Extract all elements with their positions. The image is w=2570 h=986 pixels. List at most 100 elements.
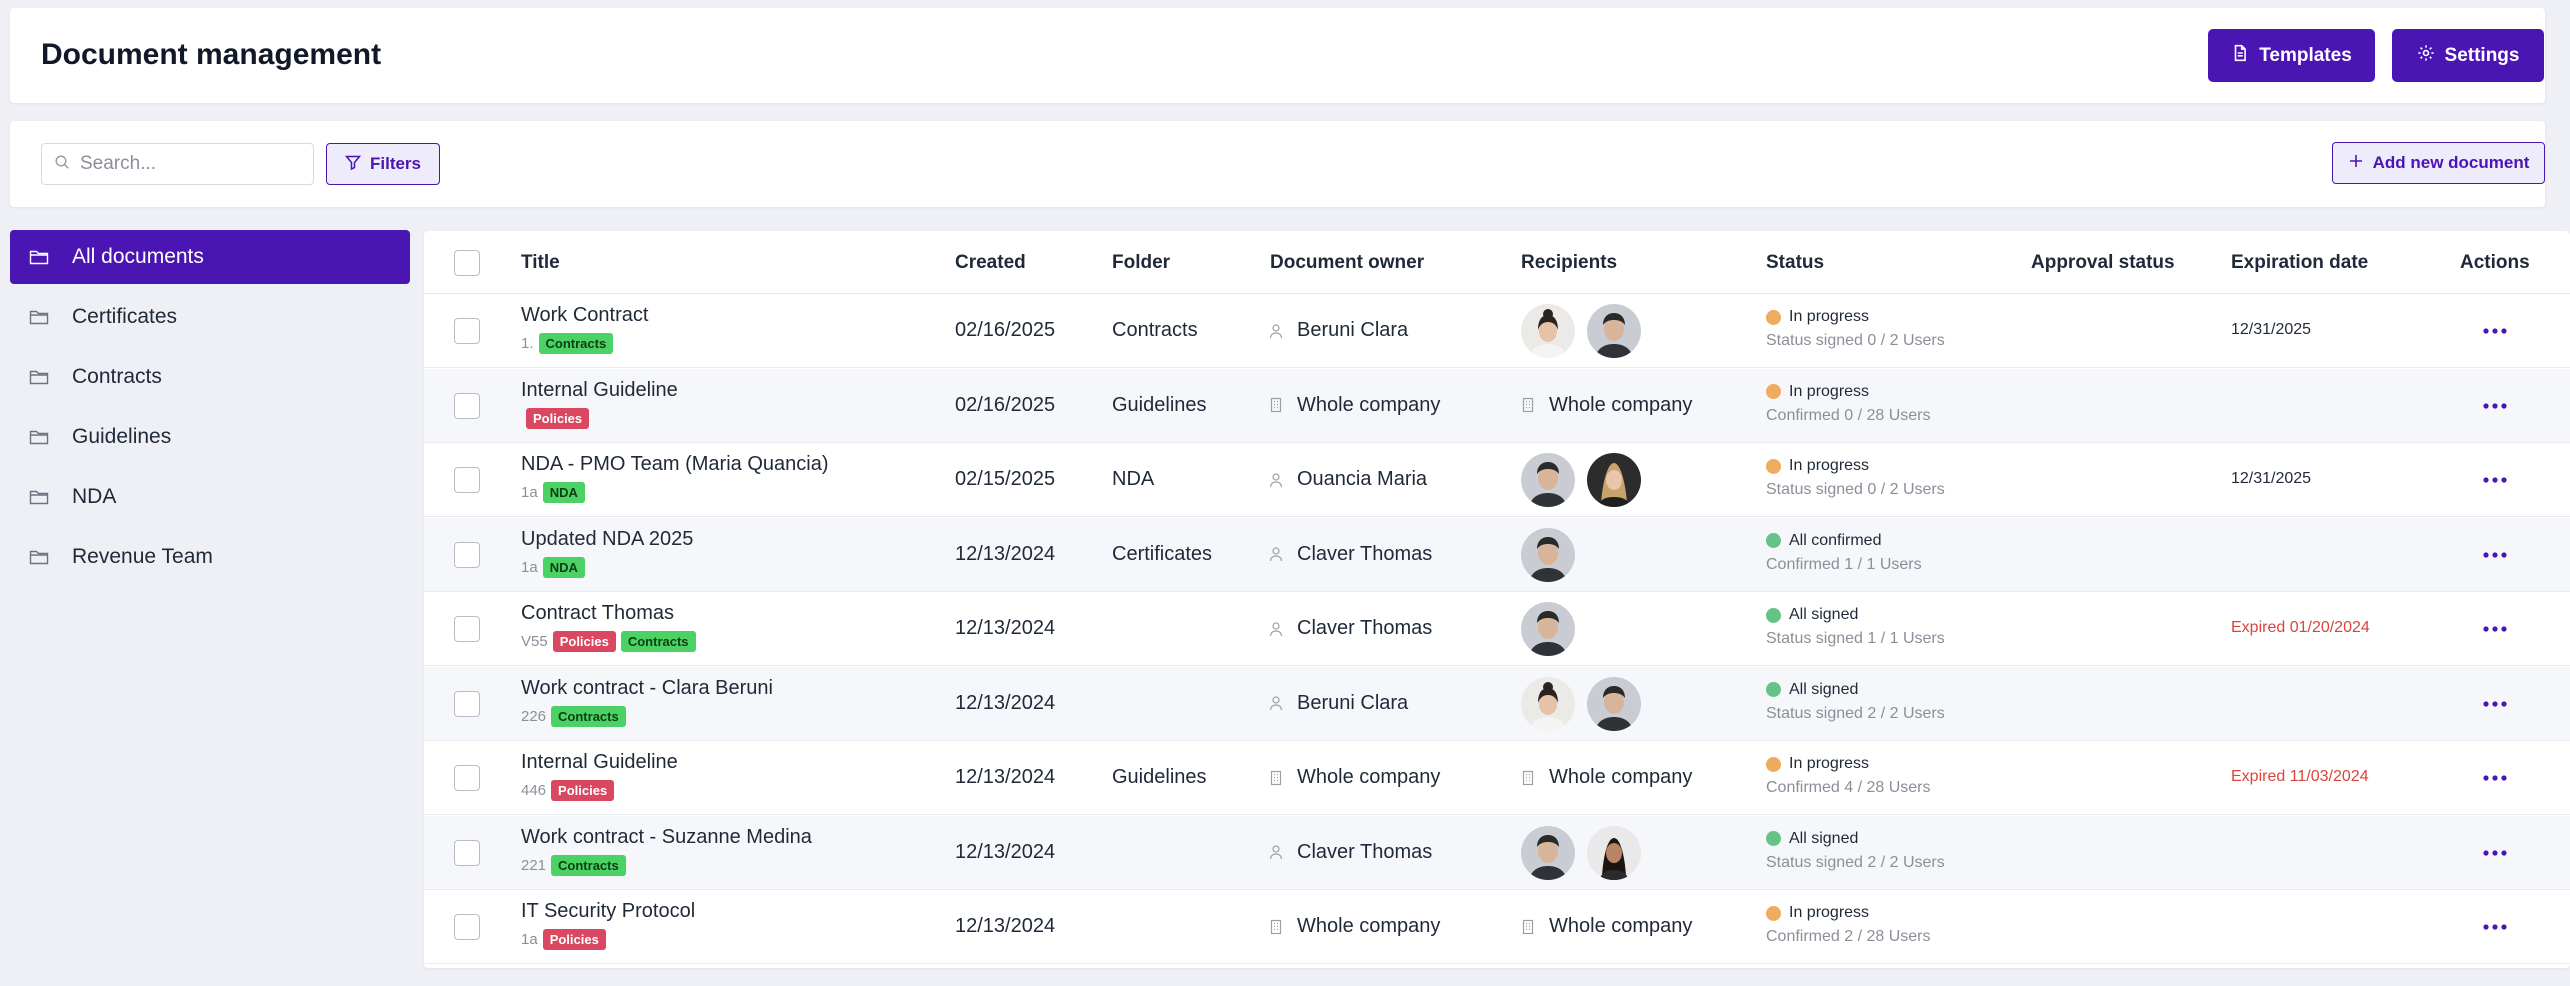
- table-row[interactable]: Work Contract 1. Contracts 02/16/2025 Con…: [424, 294, 2570, 368]
- document-title[interactable]: Internal Guideline: [521, 378, 678, 401]
- sidebar-item-all-documents[interactable]: All documents: [10, 230, 410, 284]
- document-version: 221: [521, 856, 547, 874]
- document-version: 1a: [521, 931, 538, 948]
- table-row[interactable]: Internal Guideline 446 Policies 12/13/202…: [424, 741, 2570, 815]
- row-checkbox[interactable]: [454, 541, 480, 568]
- more-actions-icon[interactable]: [2480, 393, 2510, 419]
- settings-button[interactable]: Settings: [2392, 29, 2544, 82]
- expiration-date: 12/31/2025: [2231, 321, 2312, 338]
- recipients: Whole company: [1521, 394, 1692, 417]
- row-checkbox[interactable]: [454, 690, 480, 717]
- document-title[interactable]: Work contract - Suzanne Medina: [521, 825, 812, 848]
- row-checkbox[interactable]: [454, 392, 480, 419]
- more-actions-icon[interactable]: [2480, 765, 2510, 791]
- folder-sidebar: All documents Certificates Contracts Guidel…: [10, 230, 410, 590]
- table-row[interactable]: Work contract - Suzanne Medina 221 Contra…: [424, 815, 2570, 890]
- owner-name: Beruni Clara: [1297, 691, 1409, 714]
- created-date: 02/16/2025: [955, 393, 1056, 416]
- document-title[interactable]: Work contract - Clara Beruni: [521, 676, 773, 699]
- folder-icon: [28, 546, 72, 568]
- document-title[interactable]: Contract Thomas: [521, 602, 675, 624]
- avatar-woman-2: [1587, 453, 1641, 507]
- column-header-recipients[interactable]: Recipients: [1521, 252, 1618, 273]
- select-all-checkbox[interactable]: [454, 250, 480, 276]
- column-header-document-owner[interactable]: Document owner: [1270, 252, 1425, 273]
- row-checkbox[interactable]: [454, 765, 480, 791]
- column-header-status[interactable]: Status: [1766, 252, 1825, 273]
- sidebar-item-guidelines[interactable]: Guidelines: [10, 410, 410, 464]
- templates-button[interactable]: Templates: [2208, 29, 2375, 82]
- folder-name: Certificates: [1112, 542, 1213, 565]
- column-header-actions: Actions: [2460, 252, 2530, 273]
- user-icon: [1269, 621, 1283, 637]
- recipients: [1521, 304, 1641, 358]
- document-title[interactable]: Internal Guideline: [521, 751, 678, 773]
- document-title[interactable]: Updated NDA 2025: [521, 527, 694, 550]
- more-actions-icon[interactable]: [2480, 616, 2510, 642]
- sidebar-item-certificates[interactable]: Certificates: [10, 290, 410, 344]
- column-header-created[interactable]: Created: [955, 252, 1026, 273]
- avatar-man: [1521, 825, 1575, 880]
- row-checkbox[interactable]: [454, 467, 480, 493]
- status-label: All signed: [1789, 680, 1859, 698]
- document-meta: Policies: [521, 407, 590, 429]
- table-row[interactable]: Updated NDA 2025 1a NDA 12/13/2024 Certif…: [424, 517, 2570, 592]
- row-checkbox[interactable]: [454, 616, 480, 642]
- column-header-folder[interactable]: Folder: [1112, 252, 1171, 273]
- avatar-man: [1587, 676, 1641, 731]
- document-title[interactable]: Work Contract: [521, 304, 649, 326]
- table-row[interactable]: IT Security Protocol 1a Policies 12/13/20…: [424, 890, 2570, 964]
- table-row[interactable]: Work contract - Clara Beruni 226 Contract…: [424, 666, 2570, 741]
- more-actions-icon[interactable]: [2480, 914, 2510, 940]
- document-title[interactable]: NDA - PMO Team (Maria Quancia): [521, 453, 829, 475]
- folder-name: Guidelines: [1112, 766, 1207, 788]
- more-actions-icon[interactable]: [2480, 691, 2510, 717]
- document-owner: Beruni Clara: [1269, 319, 1408, 342]
- column-header-title[interactable]: Title: [521, 252, 560, 273]
- status-dot: [1766, 384, 1781, 399]
- more-actions-icon[interactable]: [2480, 542, 2510, 568]
- status-detail: Status signed 2 / 2 Users: [1766, 704, 1945, 722]
- status-detail: Confirmed 2 / 28 Users: [1766, 928, 1931, 945]
- more-actions-icon[interactable]: [2480, 318, 2510, 344]
- document-owner: Ouancia Maria: [1269, 468, 1427, 491]
- table-row[interactable]: Contract Thomas V55 Policies Contracts 12/…: [424, 592, 2570, 666]
- search-box[interactable]: [41, 143, 314, 185]
- sidebar-item-contracts[interactable]: Contracts: [10, 350, 410, 404]
- more-actions-icon[interactable]: [2480, 840, 2510, 866]
- tag-policies: Policies: [542, 929, 606, 950]
- sidebar-item-label: Guidelines: [72, 425, 172, 448]
- folder-icon: [28, 306, 72, 328]
- document-title[interactable]: IT Security Protocol: [521, 900, 696, 922]
- sidebar-item-nda[interactable]: NDA: [10, 470, 410, 524]
- sidebar-item-revenue-team[interactable]: Revenue Team: [10, 530, 410, 584]
- row-checkbox[interactable]: [454, 914, 480, 940]
- add-new-document-button[interactable]: Add new document: [2332, 142, 2545, 184]
- filters-button[interactable]: Filters: [326, 143, 440, 185]
- search-input[interactable]: [80, 153, 300, 175]
- avatar-woman-1: [1521, 304, 1575, 358]
- avatar-woman-1: [1521, 676, 1575, 731]
- column-header-approval-status[interactable]: Approval status: [2031, 252, 2175, 273]
- column-header-expiration-date[interactable]: Expiration date: [2231, 252, 2369, 273]
- document-meta: 446 Policies: [521, 780, 615, 801]
- row-checkbox[interactable]: [454, 318, 480, 344]
- created-date: 02/16/2025: [955, 319, 1056, 341]
- expiration-date: Expired 11/03/2024: [2231, 768, 2369, 785]
- tag-nda: NDA: [542, 556, 585, 578]
- table-row[interactable]: Internal Guideline Policies 02/16/2025 G…: [424, 368, 2570, 443]
- row-checkbox[interactable]: [454, 839, 480, 866]
- status: In progress Confirmed 2 / 28 Users: [1766, 904, 1931, 946]
- owner-name: Claver Thomas: [1297, 617, 1433, 639]
- more-actions-icon[interactable]: [2480, 467, 2510, 493]
- document-meta: 226 Contracts: [521, 705, 626, 727]
- document-version: 1a: [521, 484, 538, 501]
- created-date: 12/13/2024: [955, 542, 1056, 565]
- status: All signed Status signed 1 / 1 Users: [1766, 606, 1945, 648]
- building-icon: [1269, 919, 1283, 935]
- document-owner: Claver Thomas: [1269, 543, 1432, 566]
- folder-icon: [28, 246, 72, 268]
- status: All confirmed Confirmed 1 / 1 Users: [1766, 532, 1922, 574]
- table-row[interactable]: NDA - PMO Team (Maria Quancia) 1a NDA 02/…: [424, 443, 2570, 517]
- status-label: All signed: [1789, 606, 1859, 623]
